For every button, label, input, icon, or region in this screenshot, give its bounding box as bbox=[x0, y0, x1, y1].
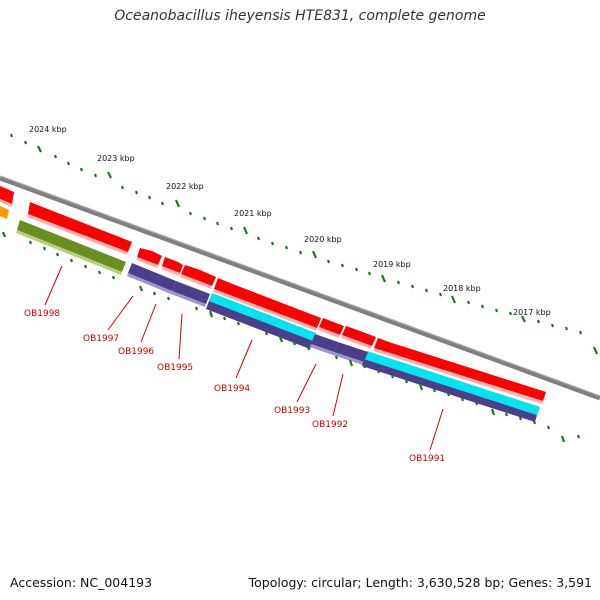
cds-block bbox=[161, 266, 180, 276]
kbp-label-2018: 2018 kbp bbox=[443, 284, 481, 293]
gene-block bbox=[206, 301, 313, 349]
gene-label-ob1996[interactable]: OB1996 bbox=[118, 347, 154, 357]
cds-block bbox=[342, 326, 376, 346]
outer-scale-ticks bbox=[9, 133, 599, 355]
cds-block bbox=[213, 289, 317, 331]
accession-text: Accession: NC_004193 bbox=[10, 575, 153, 590]
kbp-label-2024: 2024 kbp bbox=[29, 125, 67, 134]
gene-block bbox=[362, 359, 537, 422]
cds-block bbox=[27, 214, 128, 255]
cds-block bbox=[318, 327, 340, 338]
gene-block bbox=[334, 342, 368, 362]
gene-block bbox=[171, 291, 206, 307]
gene-block bbox=[128, 263, 176, 291]
inner-scale-ticks bbox=[1, 231, 581, 443]
gene-label-ob1997[interactable]: OB1997 bbox=[83, 334, 119, 344]
cds-block bbox=[181, 265, 216, 286]
gene-label-ob1992[interactable]: OB1992 bbox=[312, 420, 348, 430]
cds-block bbox=[373, 348, 543, 404]
cds-track bbox=[0, 186, 546, 404]
cds-block bbox=[0, 186, 14, 204]
gene-label-ob1991[interactable]: OB1991 bbox=[409, 454, 445, 464]
cds-block bbox=[28, 202, 132, 252]
gene-block bbox=[172, 281, 210, 304]
misc-feature-track bbox=[0, 206, 126, 275]
gene-track bbox=[127, 263, 537, 422]
cds-block bbox=[374, 338, 546, 401]
kbp-label-2021: 2021 kbp bbox=[234, 209, 272, 218]
olive-block bbox=[16, 230, 122, 275]
gene-label-ob1995[interactable]: OB1995 bbox=[157, 363, 193, 373]
cds-block bbox=[180, 274, 212, 289]
genome-summary-text: Topology: circular; Length: 3,630,528 bp… bbox=[248, 575, 592, 590]
genome-backbone bbox=[0, 175, 600, 401]
kbp-label-2017: 2017 kbp bbox=[513, 308, 551, 317]
kbp-label-2023: 2023 kbp bbox=[97, 154, 135, 163]
cyan-track bbox=[209, 293, 540, 415]
cds-block bbox=[136, 257, 158, 268]
gene-label-ob1993[interactable]: OB1993 bbox=[274, 406, 310, 416]
cds-block bbox=[137, 248, 162, 265]
map-title: Oceanobacillus iheyensis HTE831, complet… bbox=[114, 8, 486, 24]
cds-block bbox=[0, 199, 12, 207]
olive-block bbox=[17, 220, 126, 272]
cds-block bbox=[341, 335, 372, 349]
kbp-label-2022: 2022 kbp bbox=[166, 182, 204, 191]
cyan-block bbox=[364, 351, 540, 415]
cds-block bbox=[319, 318, 344, 335]
cds-block bbox=[162, 257, 183, 273]
gene-label-ob1994[interactable]: OB1994 bbox=[214, 384, 250, 394]
gene-label-ob1998[interactable]: OB1998 bbox=[24, 309, 60, 319]
gene-block bbox=[333, 352, 364, 365]
kbp-label-2020: 2020 kbp bbox=[304, 235, 342, 244]
gene-block bbox=[310, 344, 334, 355]
gene-block bbox=[311, 334, 338, 352]
kbp-label-2019: 2019 kbp bbox=[373, 260, 411, 269]
gene-block bbox=[127, 273, 172, 294]
cds-block bbox=[214, 278, 321, 328]
cyan-block bbox=[209, 293, 316, 341]
orange-block bbox=[0, 206, 9, 219]
label-leaders bbox=[44, 265, 444, 451]
